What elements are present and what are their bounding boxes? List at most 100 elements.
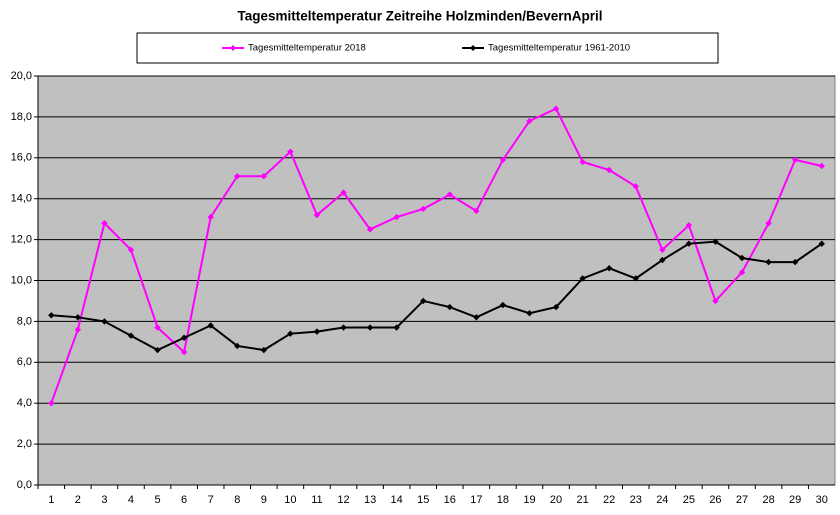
marker [632, 183, 639, 190]
marker [738, 254, 746, 262]
legend-marker [230, 45, 236, 51]
x-tick-label: 3 [101, 494, 107, 506]
marker [473, 207, 480, 215]
y-tick-label: 2,0 [17, 438, 32, 450]
legend-label: Tagesmitteltemperatur 2018 [248, 43, 366, 54]
marker [552, 105, 560, 112]
marker [818, 162, 825, 170]
y-tick-label: 10,0 [11, 274, 32, 286]
x-tick-label: 5 [154, 494, 160, 506]
marker [180, 348, 188, 356]
x-tick-label: 11 [311, 494, 322, 506]
marker [499, 156, 507, 164]
y-tick-label: 16,0 [11, 152, 32, 164]
marker [207, 213, 214, 221]
marker [393, 324, 400, 331]
marker [313, 211, 321, 219]
legend-marker [470, 45, 476, 51]
x-tick-label: 17 [470, 494, 482, 506]
x-tick-label: 1 [48, 494, 54, 506]
marker [659, 246, 666, 254]
series-line [51, 240, 823, 352]
marker [526, 117, 533, 125]
marker [260, 173, 268, 180]
marker [313, 328, 321, 335]
marker [712, 297, 719, 305]
marker [101, 318, 108, 325]
x-tick-label: 27 [736, 494, 748, 506]
marker [738, 269, 746, 276]
y-tick-label: 12,0 [11, 234, 32, 246]
marker [48, 312, 55, 319]
x-tick-label: 9 [261, 494, 267, 506]
marker [366, 226, 374, 233]
y-tick-label: 4,0 [17, 397, 32, 409]
chart-title: Tagesmitteltemperatur Zeitreihe Holzmind… [237, 9, 602, 24]
marker [127, 246, 135, 254]
marker [393, 213, 400, 221]
x-tick-label: 15 [417, 494, 429, 506]
x-tick-label: 14 [391, 494, 403, 506]
marker [74, 326, 82, 333]
marker [552, 303, 560, 311]
marker [127, 332, 135, 339]
marker [765, 220, 772, 227]
marker [605, 265, 613, 272]
marker [366, 324, 374, 331]
x-tick-label: 2 [75, 494, 81, 506]
x-tick-label: 26 [709, 494, 721, 506]
x-tick-label: 10 [284, 494, 296, 506]
marker [605, 166, 613, 174]
marker [473, 314, 480, 321]
x-tick-label: 7 [208, 494, 214, 506]
y-tick-label: 0,0 [17, 479, 32, 491]
marker [287, 148, 294, 155]
marker [420, 297, 427, 305]
x-tick-label: 25 [683, 494, 695, 506]
x-tick-label: 24 [656, 494, 668, 506]
marker [818, 240, 825, 247]
marker [685, 222, 693, 229]
marker [287, 330, 294, 337]
marker [207, 322, 214, 329]
x-tick-label: 16 [444, 494, 456, 506]
marker [499, 301, 507, 309]
marker [446, 191, 453, 198]
y-tick-label: 8,0 [17, 315, 32, 327]
marker [234, 173, 241, 180]
x-tick-label: 6 [181, 494, 187, 506]
y-tick-label: 20,0 [11, 70, 32, 82]
marker [791, 156, 799, 164]
marker [420, 205, 427, 213]
x-tick-label: 19 [523, 494, 535, 506]
y-tick-label: 6,0 [17, 356, 32, 368]
marker [765, 258, 772, 266]
marker [154, 346, 161, 354]
x-tick-label: 23 [630, 494, 642, 506]
y-tick-label: 14,0 [11, 193, 32, 205]
marker [234, 342, 241, 350]
marker [712, 238, 719, 245]
marker [791, 258, 799, 266]
marker [579, 158, 586, 166]
marker [685, 240, 693, 247]
x-tick-label: 13 [364, 494, 376, 506]
legend-label: Tagesmitteltemperatur 1961-2010 [488, 43, 630, 54]
marker [526, 310, 533, 317]
x-tick-label: 22 [603, 494, 615, 506]
x-tick-label: 20 [550, 494, 562, 506]
marker [446, 303, 453, 311]
marker [659, 256, 666, 264]
x-tick-label: 21 [576, 494, 588, 506]
marker [579, 275, 586, 282]
marker [154, 324, 161, 331]
x-tick-label: 4 [128, 494, 134, 506]
marker [340, 324, 347, 331]
marker [260, 346, 268, 354]
marker [101, 220, 108, 227]
marker [48, 400, 55, 407]
marker [180, 334, 188, 341]
marker [74, 314, 82, 321]
x-tick-label: 18 [497, 494, 509, 506]
